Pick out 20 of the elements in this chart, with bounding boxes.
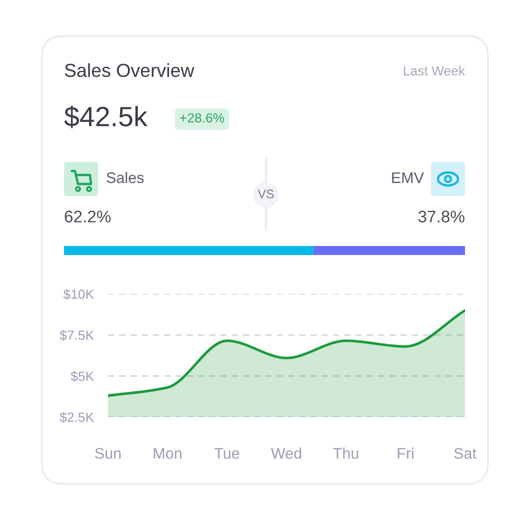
text: 62.2%: [64, 210, 111, 222]
x-tick-label: Sun: [95, 448, 121, 459]
y-tick-label: $2.5K: [60, 412, 94, 423]
x-tick-label: Sat: [454, 448, 476, 459]
text: Sales Overview: [64, 63, 194, 78]
text: 37.8%: [418, 210, 464, 222]
y-tick-label: $7.5K: [60, 330, 94, 341]
x-tick-label: Fri: [398, 448, 414, 459]
x-tick-label: Mon: [154, 448, 182, 459]
y-tick-label: $5K: [70, 371, 94, 382]
text: Sales: [106, 172, 144, 184]
text: +28.6%: [180, 113, 224, 123]
x-tick-label: Thu: [333, 448, 358, 459]
x-tick-label: Tue: [214, 448, 240, 459]
x-tick-label: Wed: [270, 448, 302, 459]
text: $42.5k: [64, 106, 148, 128]
text: Last Week: [404, 66, 466, 76]
text: VS: [258, 190, 274, 198]
y-tick-label: $10K: [63, 289, 94, 300]
text: EMV: [392, 172, 424, 183]
